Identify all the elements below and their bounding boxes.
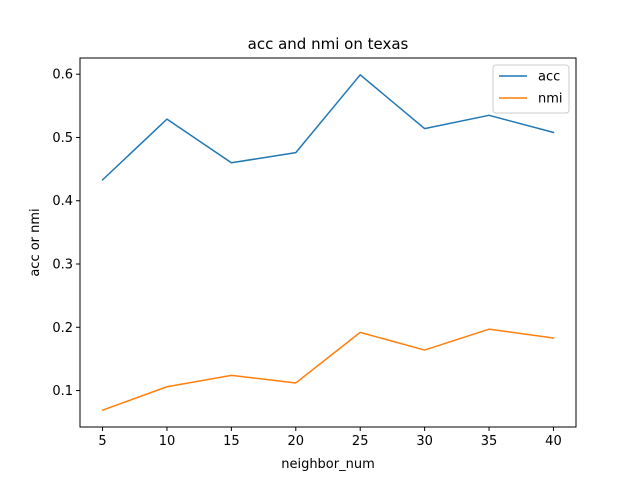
y-tick-label: 0.2	[52, 321, 73, 336]
legend-box	[492, 64, 570, 114]
x-axis-title: neighbor_num	[281, 457, 375, 472]
y-tick-label: 0.5	[52, 131, 73, 146]
x-tick-label: 40	[545, 434, 562, 449]
x-tick-label: 20	[288, 434, 305, 449]
chart-title: acc and nmi on texas	[248, 35, 409, 53]
x-tick-label: 15	[223, 434, 240, 449]
series-line-nmi	[101, 328, 555, 412]
x-tick-label: 5	[98, 434, 106, 449]
axes-frame	[79, 57, 577, 428]
y-tick-label: 0.4	[52, 194, 73, 209]
y-tick-label: 0.1	[52, 384, 73, 399]
legend-label-acc: acc	[538, 70, 560, 85]
y-tick-label: 0.6	[52, 68, 73, 83]
legend-label-nmi: nmi	[538, 92, 563, 107]
x-tick-label: 25	[352, 434, 369, 449]
plot-area: 5 10 15 20 25 30 35 40 0.1 0.2 0.3 0.4 0.5 0.6	[52, 68, 561, 449]
y-tick-label: 0.3	[52, 258, 73, 273]
x-tick-label: 35	[481, 434, 498, 449]
y-axis-title: acc or nmi	[28, 208, 43, 276]
x-tick-label: 10	[159, 434, 176, 449]
legend: acc nmi	[492, 64, 570, 114]
x-tick-label: 30	[416, 434, 433, 449]
series-line-acc	[101, 74, 555, 181]
